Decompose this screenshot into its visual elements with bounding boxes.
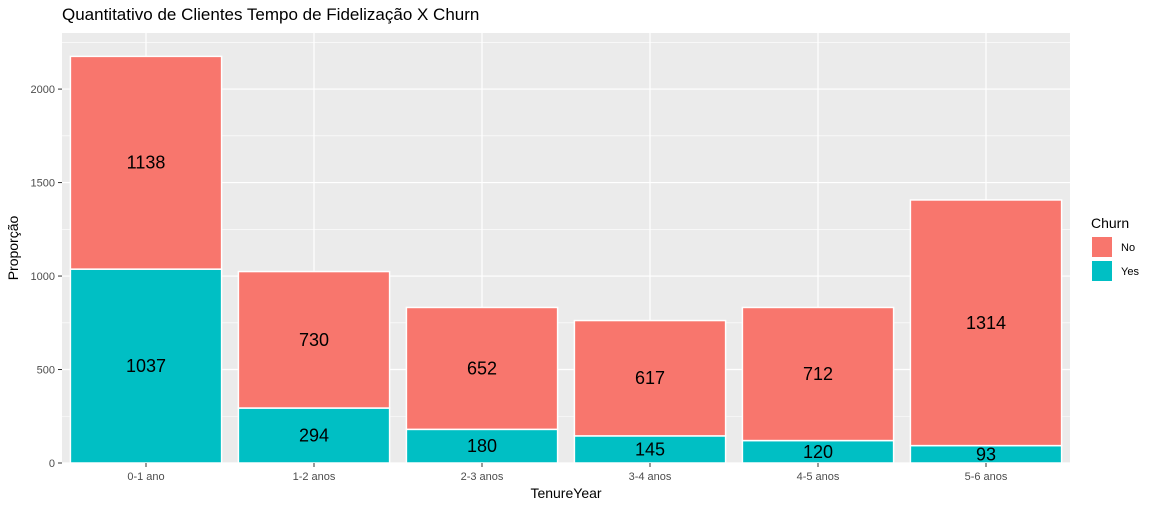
x-axis-title: TenureYear [530,485,601,501]
y-tick-label: 500 [37,365,55,377]
chart-title: Quantitativo de Clientes Tempo de Fideli… [62,5,479,24]
y-tick-label: 2000 [31,84,55,96]
x-tick-label: 3-4 anos [629,471,672,483]
bar-yes [237,407,391,464]
bar-no [573,319,727,437]
bar-value-label: 294 [299,426,329,446]
bar-value-label: 652 [467,358,497,378]
y-tick-label: 1500 [31,178,55,190]
y-tick-label: 0 [49,458,55,470]
x-tick-label: 1-2 anos [293,471,336,483]
x-axis: 0-1 ano 1-2 anos 2-3 anos 3-4 anos 4-5 anos 5… [127,463,1008,483]
bar-value-label: 1314 [966,313,1006,333]
bar-no [237,270,391,409]
x-tick-label: 0-1 ano [127,471,164,483]
bar-no [909,199,1063,447]
bar-no [69,55,223,270]
bar-value-label: 180 [467,436,497,456]
x-tick-label: 5-6 anos [965,471,1008,483]
bar-value-label: 145 [635,439,665,459]
y-axis-title: Proporção [5,215,21,280]
legend-label-no: No [1121,242,1135,254]
x-tick-label: 4-5 anos [797,471,840,483]
bar-value-label: 93 [976,444,996,464]
bar-labels: 1037 1138 294 730 180 652 145 617 120 712 93 1314 [126,153,1006,465]
legend-swatch-no [1092,237,1112,257]
y-axis: 0 500 1000 1500 2000 [31,84,62,470]
bar-no [405,306,559,431]
bar-value-label: 730 [299,330,329,350]
x-tick-label: 2-3 anos [461,471,504,483]
bar-value-label: 120 [803,442,833,462]
y-tick-label: 1000 [31,271,55,283]
bar-value-label: 617 [635,368,665,388]
legend: Churn No Yes [1091,215,1139,281]
bar-yes [405,428,559,464]
legend-title: Churn [1091,215,1129,231]
bar-yes [573,435,727,464]
bar-no [741,306,895,442]
bar-value-label: 1138 [127,153,166,173]
plot-panel [62,33,1070,463]
legend-swatch-yes [1092,261,1112,281]
legend-label-yes: Yes [1121,266,1139,278]
bar-value-label: 712 [803,364,833,384]
bars [69,55,1063,464]
bar-value-label: 1037 [126,356,166,376]
